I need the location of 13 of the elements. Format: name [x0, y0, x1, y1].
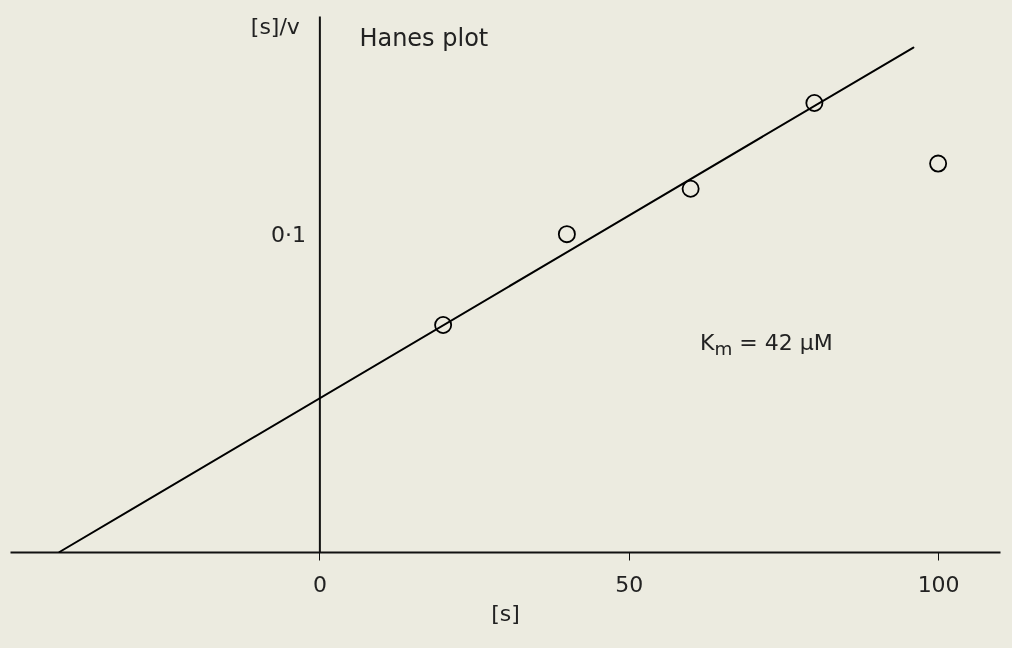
point: [681, 179, 700, 198]
x-axis-title: [s]: [491, 600, 520, 626]
chart-title: Hanes plot: [359, 24, 489, 52]
point: [557, 225, 576, 244]
point: [434, 316, 453, 334]
annotation: K$_{m}$ = 42 μM: [700, 330, 833, 360]
x-tick-label: 0: [312, 571, 327, 597]
x-tick-label: 100: [917, 571, 960, 597]
y-axis-title: [s]/v: [250, 13, 300, 39]
point: [805, 94, 824, 112]
annotation: 0·1: [271, 222, 306, 247]
x-tick-label: 50: [615, 571, 644, 597]
point: [929, 154, 948, 173]
